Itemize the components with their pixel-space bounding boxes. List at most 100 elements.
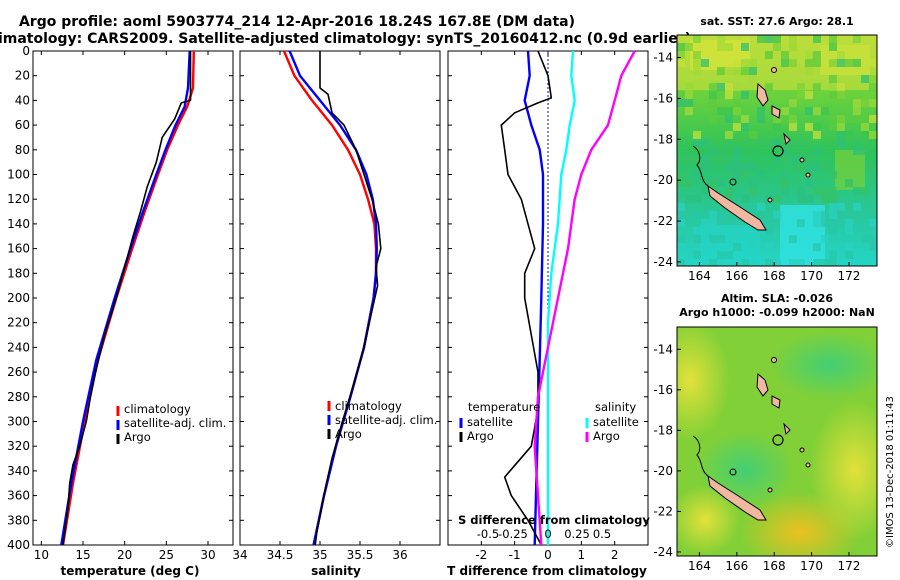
difference-series [500,50,636,546]
salinity-panel: 34 34.5 35 35.5 36 salinity climatology sate… [232,50,441,578]
legend-label-argo: Argo [124,430,151,444]
y-tick-label: 60 [15,118,30,132]
lon-tick-label: 166 [725,559,748,573]
y-tick-label: 360 [7,489,30,503]
y-tick-label: 300 [7,415,30,429]
sla-map-ticks: -14 -16 -18 -20 -22 -24 164 166 168 170 172 [653,342,860,573]
series-climatology [61,50,195,546]
lon-tick-label: 168 [763,559,786,573]
lon-tick-label: 166 [725,269,748,283]
temperature-legend: climatology satellite-adj. clim. Argo [116,402,226,444]
x-tick-label: -2 [475,548,487,562]
lon-tick-label: 164 [688,269,711,283]
y-tick-label: 280 [7,390,30,404]
y-tick-label: 400 [7,538,30,552]
legend-label-climatology: climatology [335,399,402,413]
sst-land [692,67,811,231]
lat-tick-label: -22 [653,214,673,228]
x-tick-label: 35 [312,548,327,562]
x-tick-label: 0 [544,548,552,562]
vanuatu-island-1 [756,372,769,397]
y-tick-label: 220 [7,316,30,330]
y-tick-label: 340 [7,464,30,478]
difference-xlabel: T difference from climatology [447,564,647,578]
difference-y-ticks [448,50,648,546]
lat-tick-label: -16 [653,383,673,397]
lon-tick-label: 172 [838,559,861,573]
x-tick-label: 10 [34,548,49,562]
legend-label-satellite: satellite-adj. clim. [335,413,437,427]
lat-tick-label: -22 [653,504,673,518]
secondary-x-ticks: -0.5-0.25 0 0.25 0.5 [477,527,611,541]
x-tick-label: 34 [232,548,247,562]
x-tick-label: 20 [117,548,132,562]
temperature-x-axis: 10 15 20 25 30 [34,51,216,562]
new-caledonia-island [707,184,767,231]
lat-tick-label: -20 [653,464,673,478]
y-tick-label: 240 [7,340,30,354]
lat-tick-label: -14 [653,50,673,64]
x-tick-label: 25 [159,548,174,562]
series-argo [62,51,192,546]
secondary-xlabel: S difference from climatology [458,513,650,527]
vanuatu-island-3 [783,132,791,146]
argo-location-marker [772,145,784,157]
y-tick-label: 320 [7,439,30,453]
temperature-panel: 0 20 40 60 80 100 120 140 160 180 200 220 240 260 280 3… [7,44,234,578]
x-tick-label: -1 [509,548,521,562]
temperature-axes-frame [32,50,234,546]
legend-title-salinity: salinity [595,400,636,414]
sst-map-ticks: -14 -16 -18 -20 -22 -24 164 166 168 170 172 [653,50,860,283]
secondary-x-tick-label: 0 [544,527,551,541]
x-tick-label: 15 [75,548,90,562]
y-tick-label: 380 [7,513,30,527]
y-tick-label: 100 [7,168,30,182]
argo-location-marker [772,434,784,446]
x-tick-label: 35.5 [347,548,374,562]
y-tick-label: 160 [7,242,30,256]
legend-label-s-satellite: satellite [593,415,639,429]
lat-tick-label: -20 [653,173,673,187]
lon-tick-label: 170 [800,269,823,283]
x-tick-label: 30 [200,548,215,562]
legend-label-t-argo: Argo [467,429,494,443]
lat-tick-label: -16 [653,91,673,105]
y-tick-label: 140 [7,217,30,231]
secondary-x-tick-label: -0.25 [498,527,528,541]
lat-tick-label: -24 [653,255,673,269]
salinity-series [282,50,382,546]
vanuatu-island-3 [783,422,791,436]
title-line-2: Climatology: CARS2009. Satellite-adjuste… [0,31,691,47]
sst-map-title: sat. SST: 27.6 Argo: 28.1 [700,15,853,28]
new-caledonia-island [707,474,767,521]
sst-map: sat. SST: 27.6 Argo: 28.1 -14 -16 -18 -20 [653,15,878,283]
salinity-y-ticks [240,50,440,546]
legend-title-temperature: temperature [468,400,540,414]
salinity-x-axis: 34 34.5 35 35.5 36 [232,51,408,562]
difference-legend: temperature salinity satellite Argo sate… [459,400,639,443]
lat-tick-label: -18 [653,423,673,437]
x-tick-label: 34.5 [267,548,294,562]
legend-label-climatology: climatology [124,402,191,416]
vanuatu-island-1 [756,82,769,107]
y-tick-label: 180 [7,266,30,280]
y-tick-label: 20 [15,69,30,83]
lon-tick-label: 170 [800,559,823,573]
legend-label-t-satellite: satellite [467,415,513,429]
y-tick-label: 120 [7,192,30,206]
temperature-xlabel: temperature (deg C) [61,564,200,578]
lon-tick-label: 172 [838,269,861,283]
secondary-x-tick-label: 0.25 [564,527,590,541]
series-s-argo [533,50,636,546]
temperature-series [60,50,195,546]
sla-map: Altim. SLA: -0.026 Argo h1000: -0.099 h2… [653,292,878,573]
series-satellite-adj-clim- [60,50,191,546]
legend-label-s-argo: Argo [593,429,620,443]
series-s-satellite [546,50,576,545]
y-tick-label: 0 [22,44,30,58]
series-t-satellite [523,50,545,546]
lat-tick-label: -18 [653,132,673,146]
y-tick-label: 80 [15,143,30,157]
sla-map-title-1: Altim. SLA: -0.026 [721,292,833,305]
